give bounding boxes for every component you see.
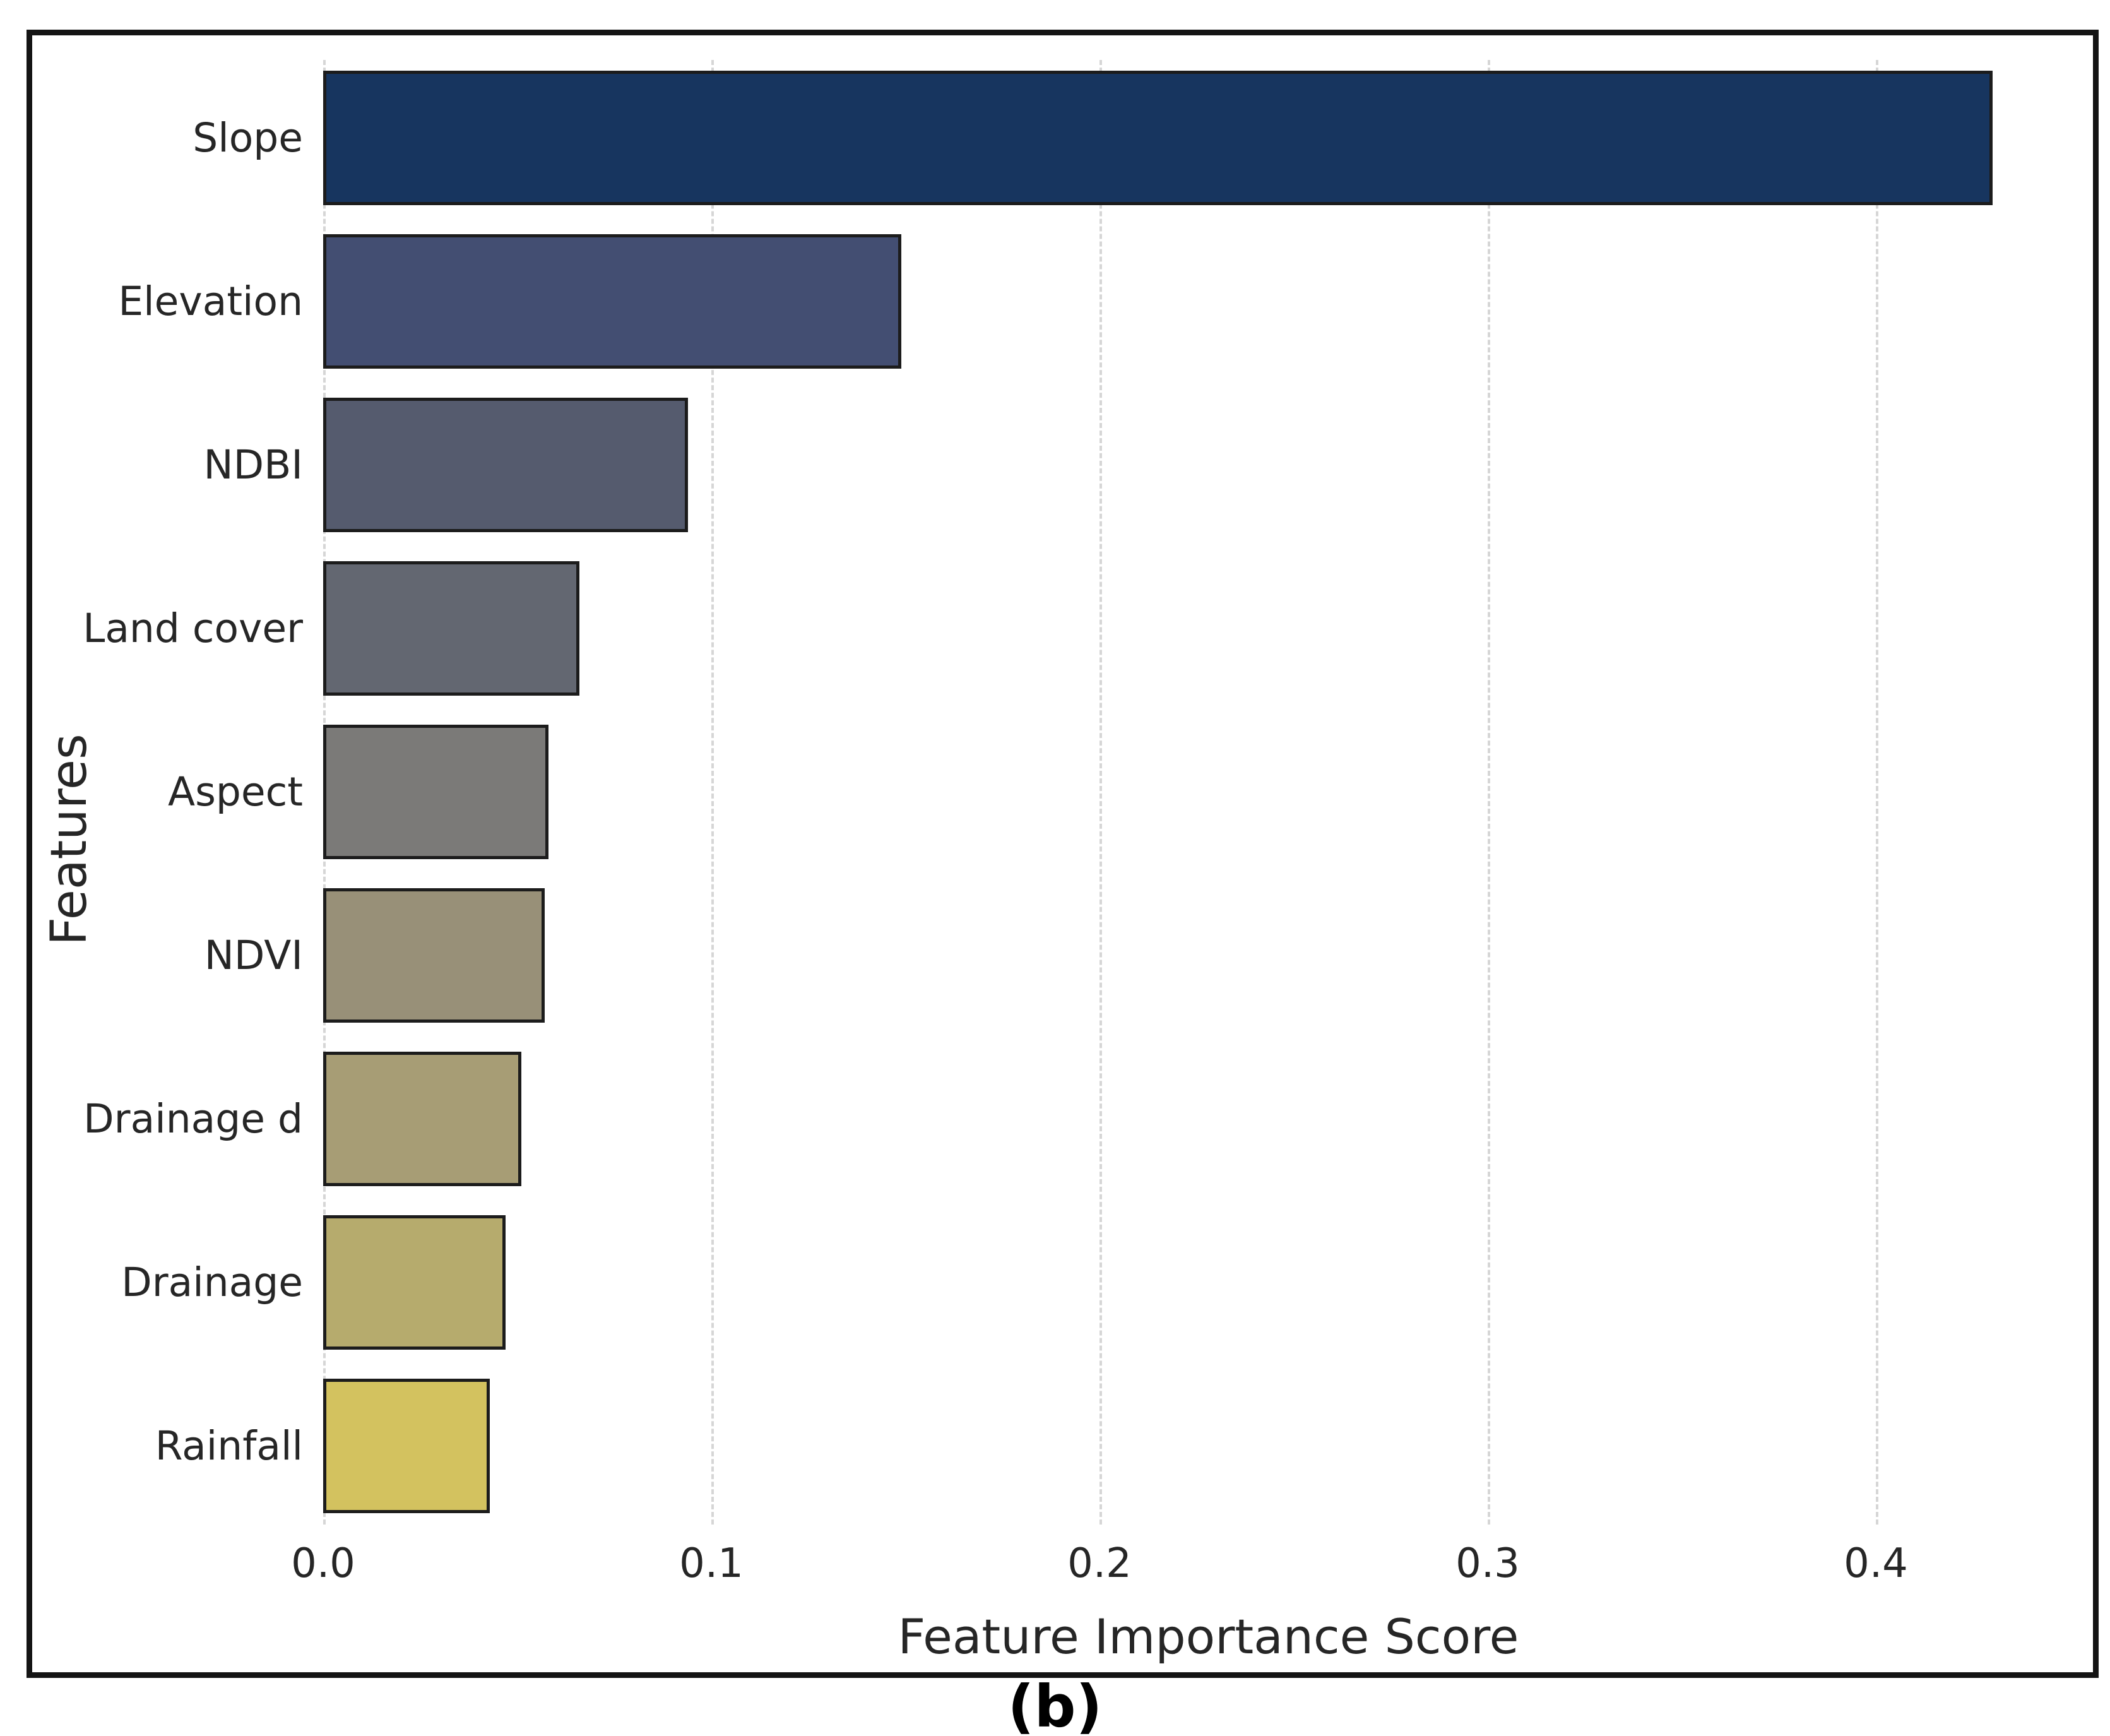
y-tick-label: NDVI: [204, 932, 303, 978]
x-tick-label: 0.1: [679, 1540, 744, 1587]
y-tick-label: Drainage: [121, 1259, 303, 1305]
x-tick-label: 0.4: [1844, 1540, 1908, 1587]
bar-aspect: [323, 725, 548, 859]
y-tick-label: Elevation: [118, 278, 303, 324]
subfigure-caption: (b): [1007, 1673, 1103, 1736]
bar-rainfall: [323, 1379, 490, 1513]
bar-ndbi: [323, 398, 688, 532]
gridline: [1488, 60, 1490, 1525]
x-tick-label: 0.2: [1067, 1540, 1132, 1587]
y-tick-label: Drainage d: [83, 1096, 303, 1142]
gridline: [1099, 60, 1102, 1525]
bar-drainage-d: [323, 1052, 521, 1186]
y-tick-label: Slope: [193, 115, 303, 161]
x-tick-label: 0.0: [291, 1540, 355, 1587]
y-tick-label: Rainfall: [155, 1423, 303, 1469]
y-axis-title: Features: [41, 734, 98, 946]
y-tick-label: Aspect: [167, 769, 303, 815]
bar-land-cover: [323, 561, 579, 696]
bar-ndvi: [323, 888, 545, 1023]
x-axis-title: Feature Importance Score: [898, 1608, 1519, 1665]
x-tick-label: 0.3: [1455, 1540, 1520, 1587]
gridline: [1876, 60, 1878, 1525]
bar-elevation: [323, 234, 901, 369]
bar-slope: [323, 71, 1993, 205]
gridline: [711, 60, 714, 1525]
y-tick-label: NDBI: [203, 442, 303, 488]
y-tick-label: Land cover: [83, 605, 303, 651]
bar-drainage: [323, 1215, 506, 1350]
